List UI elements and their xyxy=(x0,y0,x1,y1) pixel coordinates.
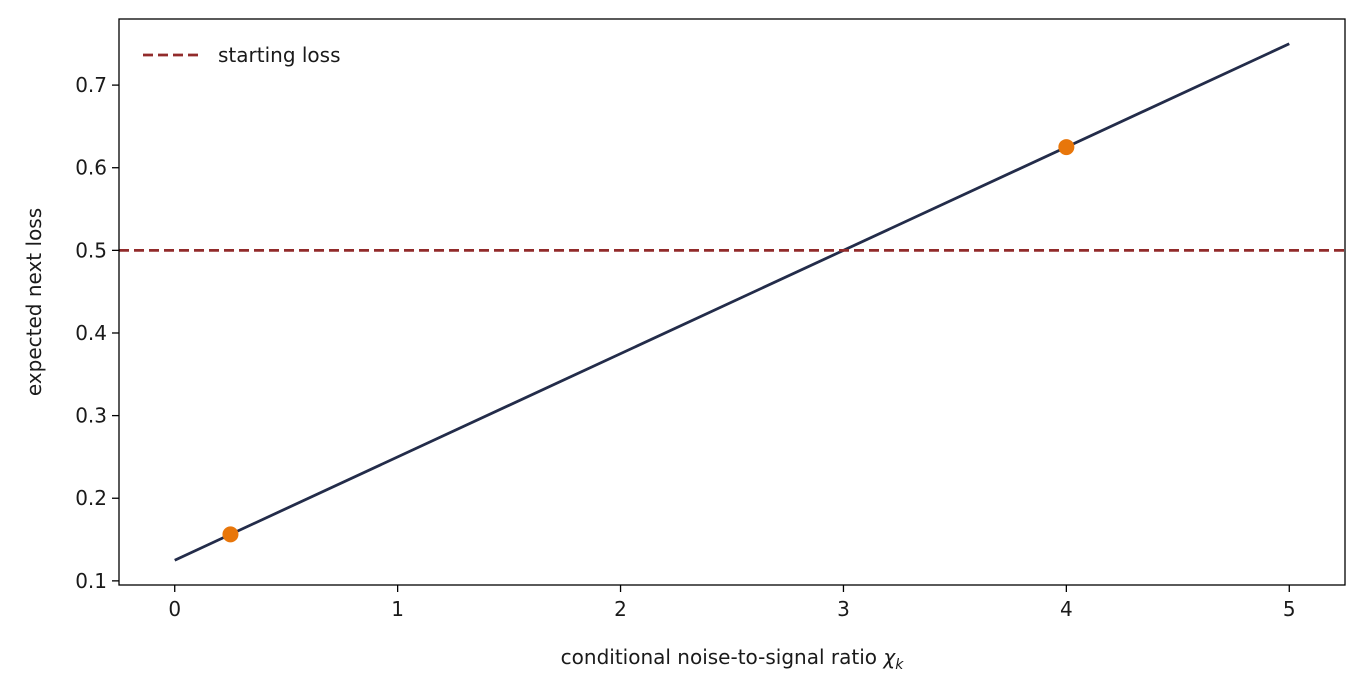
legend-label-starting-loss: starting loss xyxy=(218,43,341,67)
y-axis-ticks: 0.1 0.2 0.3 0.4 0.5 0.6 0.7 xyxy=(75,73,119,593)
x-tick-label: 4 xyxy=(1060,597,1073,621)
y-tick-label: 0.7 xyxy=(75,73,107,97)
x-axis-label: conditional noise-to-signal ratio χk xyxy=(561,645,905,673)
y-tick-label: 0.3 xyxy=(75,404,107,428)
plot-frame xyxy=(118,18,1346,586)
x-tick-label: 0 xyxy=(168,597,181,621)
y-tick-label: 0.4 xyxy=(75,321,107,345)
x-axis-label-symbol: χ xyxy=(882,645,896,669)
x-axis-ticks: 0 1 2 3 4 5 xyxy=(168,585,1296,621)
legend: starting loss xyxy=(143,43,341,67)
lines-layer xyxy=(119,42,1345,562)
x-tick-label: 5 xyxy=(1283,597,1296,621)
x-axis-label-subscript: k xyxy=(895,657,904,673)
x-tick-label: 3 xyxy=(837,597,850,621)
y-tick-label: 0.5 xyxy=(75,238,107,262)
y-tick-label: 0.6 xyxy=(75,156,107,180)
expected-loss-line xyxy=(174,42,1290,562)
y-tick-label: 0.1 xyxy=(75,569,107,593)
x-tick-label: 2 xyxy=(614,597,627,621)
data-point xyxy=(222,526,239,543)
points-layer xyxy=(222,139,1075,543)
x-tick-label: 1 xyxy=(391,597,404,621)
x-axis-label-text: conditional noise-to-signal ratio xyxy=(561,645,877,669)
y-axis-label: expected next loss xyxy=(22,208,46,396)
y-tick-label: 0.2 xyxy=(75,486,107,510)
data-point xyxy=(1058,139,1075,156)
